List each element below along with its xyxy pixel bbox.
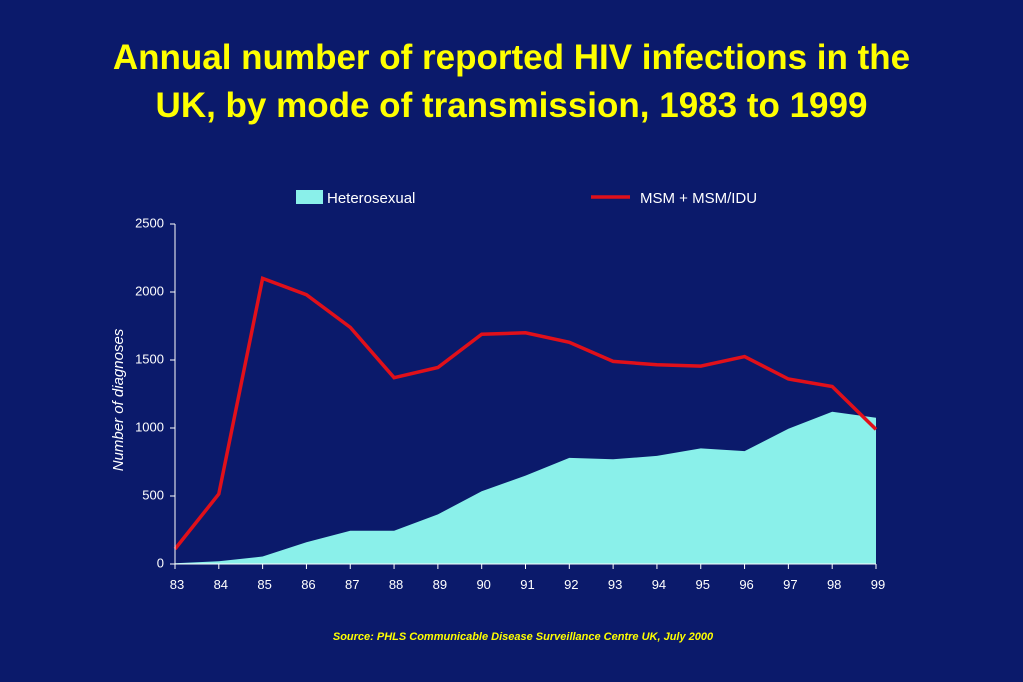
x-tick-label-93: 93: [608, 577, 622, 592]
x-tick-label-98: 98: [827, 577, 841, 592]
x-tick-label-89: 89: [433, 577, 447, 592]
y-axis-title: Number of diagnoses: [110, 328, 127, 471]
x-tick-label-85: 85: [257, 577, 271, 592]
x-tick-label-96: 96: [739, 577, 753, 592]
x-tick-label-94: 94: [652, 577, 666, 592]
x-tick-label-83: 83: [170, 577, 184, 592]
chart-title-line2: UK, by mode of transmission, 1983 to 199…: [155, 86, 868, 125]
series-msm-line: [173, 276, 878, 551]
x-tick-label-97: 97: [783, 577, 797, 592]
y-tick-label-500: 500: [142, 487, 164, 502]
y-tick-label-1500: 1500: [135, 351, 164, 366]
x-tick-label-86: 86: [301, 577, 315, 592]
legend: Heterosexual MSM + MSM/IDU: [296, 190, 757, 207]
x-tick-label-88: 88: [389, 577, 403, 592]
legend-label-msm: MSM + MSM/IDU: [640, 190, 757, 207]
source-note: Source: PHLS Communicable Disease Survei…: [332, 631, 714, 643]
legend-label-heterosexual: Heterosexual: [327, 190, 415, 207]
x-tick-label-91: 91: [520, 577, 534, 592]
plot-area: [173, 276, 878, 564]
y-tick-label-2000: 2000: [135, 283, 164, 298]
x-tick-label-84: 84: [214, 577, 228, 592]
legend-swatch-heterosexual: [296, 190, 323, 204]
chart-title-line1: Annual number of reported HIV infections…: [112, 38, 911, 77]
y-tick-label-0: 0: [157, 555, 164, 570]
y-tick-label-1000: 1000: [135, 419, 164, 434]
chart-title: Annual number of reported HIV infections…: [0, 34, 1023, 130]
x-tick-label-92: 92: [564, 577, 578, 592]
x-tick-label-99: 99: [871, 577, 885, 592]
x-tick-label-87: 87: [345, 577, 359, 592]
axes: 0 500 1000 1500 2000 2500 83 84 85 86 87 88 89 90 91 92…: [135, 215, 885, 592]
y-tick-label-2500: 2500: [135, 215, 164, 230]
series-heterosexual-area: [175, 411, 876, 564]
x-tick-label-95: 95: [696, 577, 710, 592]
x-tick-label-90: 90: [476, 577, 490, 592]
